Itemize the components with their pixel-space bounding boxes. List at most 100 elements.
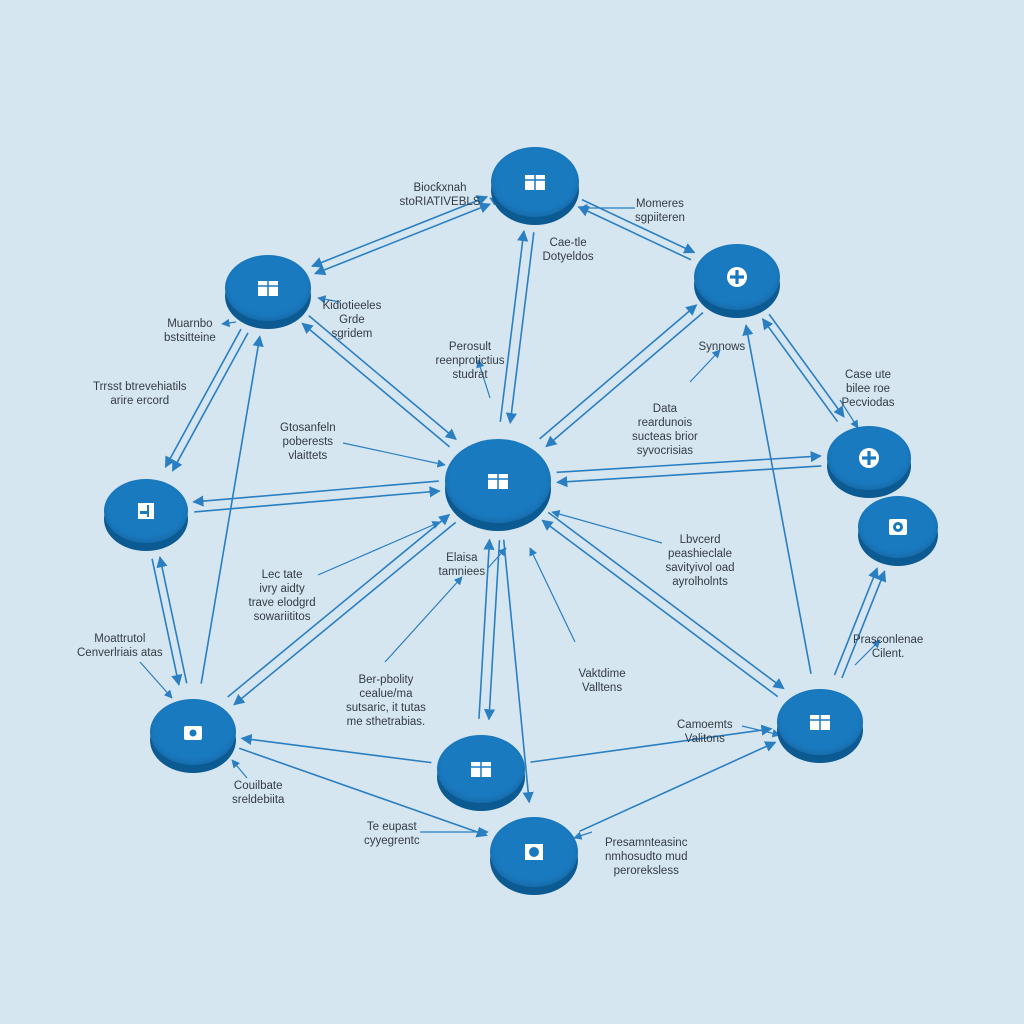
label-line: syvocrisias	[636, 445, 694, 457]
box-icon	[810, 715, 830, 730]
label-line: sgridem	[331, 328, 373, 340]
label-line: bstsitteine	[164, 332, 216, 344]
label-casete: Case ute bilee roe Pecviodas	[842, 368, 895, 410]
label-line: sutsaric, it tutas	[346, 702, 426, 714]
edge-lower-right-far-right	[833, 567, 879, 676]
label-line: sowariititos	[253, 611, 311, 623]
label-elaisa: Elaisa tamniees	[439, 551, 486, 579]
edge-bottom-lower-right	[579, 741, 777, 833]
label-line: Data	[652, 403, 678, 415]
edge-top-center	[505, 232, 535, 425]
label-line: cyyegrentc	[364, 835, 420, 847]
label-line: Valitons	[684, 733, 725, 745]
edge-center-bottom-middle	[483, 540, 501, 721]
label-line: bilee roe	[845, 383, 891, 395]
edge-upper-right-center	[545, 312, 704, 448]
node-top[interactable]	[491, 147, 579, 225]
edge-upper-left-lower-left	[200, 335, 264, 684]
label-line: Case ute	[845, 369, 892, 381]
node-lower-left[interactable]	[150, 699, 236, 773]
label-line: Presamnteasinc	[605, 837, 688, 849]
label-line: poberests	[282, 436, 334, 448]
node-upper-left[interactable]	[225, 255, 311, 329]
label-pointer	[529, 547, 576, 643]
label-line: tamniees	[438, 566, 486, 578]
label-line: sucteas brior	[632, 431, 698, 443]
label-pointer	[342, 442, 446, 468]
label-line: Lbvcerd	[679, 534, 721, 546]
box-icon	[471, 762, 491, 777]
label-camoemts: Camoemts Valitons	[677, 718, 733, 746]
node-upper-right[interactable]	[694, 244, 780, 318]
node-center[interactable]	[445, 439, 551, 531]
box-icon	[525, 175, 545, 190]
edge-upper-right-right	[768, 313, 845, 418]
node-lower-right[interactable]	[777, 689, 863, 763]
node-bottom-middle[interactable]	[437, 735, 525, 811]
label-moattrutol: Moattrutol Cenverlriais atas	[77, 632, 163, 660]
node-far-right[interactable]	[858, 496, 938, 566]
flag-icon	[138, 503, 154, 519]
label-pointer	[384, 576, 463, 663]
edge-upper-right-lower-right	[742, 324, 812, 674]
label-line: stoRIATIVEBLS	[399, 196, 481, 208]
label-line: arire ercord	[110, 395, 170, 407]
edge-lower-left-bottom	[238, 747, 488, 838]
label-expast: Te eupast cyyegrentc	[364, 820, 420, 848]
label-pointer	[487, 547, 507, 569]
label-line: studrat	[452, 369, 488, 381]
edge-top-upper-left	[313, 202, 492, 276]
label-gtosanfeln: Gtosanfeln poberests vlaittets	[280, 421, 336, 463]
edge-center-left	[192, 480, 439, 507]
label-line: Dotyeldos	[542, 251, 594, 263]
label-data: Data reardunois sucteas brior syvocrisias	[632, 402, 698, 458]
edge-top-upper-left	[311, 195, 489, 268]
node-left[interactable]	[104, 479, 188, 551]
label-line: Camoemts	[677, 719, 733, 731]
label-line: Kidiotieeles	[322, 300, 382, 312]
label-prasconlenae: Prasconlenae Cilent.	[853, 633, 923, 661]
box-icon	[488, 474, 508, 489]
label-pointer	[839, 399, 859, 429]
label-vaktdime: Vaktdime Valltens	[579, 667, 626, 695]
label-line: Muarnbo	[167, 318, 213, 330]
plus-icon	[859, 448, 879, 468]
label-trust: Trrsst btrevehiatils arire ercord	[93, 380, 187, 408]
label-perosult: Perosult reenprotictius studrat	[436, 340, 505, 382]
label-line: Vaktdime	[578, 668, 626, 680]
node-bottom[interactable]	[490, 817, 578, 895]
label-line: ivry aidty	[259, 583, 305, 595]
box-icon	[258, 281, 278, 296]
label-line: Cenverlriais atas	[77, 647, 163, 659]
label-line: Biocƙxnah	[413, 182, 467, 194]
label-line: vlaittets	[288, 450, 328, 462]
label-line: Grde	[339, 314, 365, 326]
label-line: Ber-pbolity	[358, 674, 414, 686]
label-couilbate: Couilbate sreldebiita	[232, 779, 284, 807]
label-line: Gtosanfeln	[280, 422, 336, 434]
label-line: trave elodgrd	[248, 597, 316, 609]
label-line: Lec tate	[261, 569, 303, 581]
edge-top-center	[499, 229, 529, 422]
label-line: Cilent.	[871, 648, 905, 660]
edge-upper-right-right	[761, 318, 839, 423]
edge-center-bottom	[502, 539, 534, 804]
edge-center-left	[194, 486, 441, 513]
label-line: Pecviodas	[841, 397, 895, 409]
edge-lower-left-bottom-middle	[240, 733, 432, 764]
label-kidiotieeles: Kidiotieeles Grde sgridem	[323, 299, 382, 341]
label-momeres: Momeres sgpiiteren	[635, 197, 685, 225]
label-pointer	[231, 759, 248, 779]
edge-upper-left-left	[171, 332, 249, 472]
label-pointer	[317, 295, 341, 304]
label-line: reenprotictius	[435, 355, 505, 367]
edge-left-lower-left	[156, 556, 188, 684]
edge-top-upper-right	[577, 206, 692, 261]
node-right[interactable]	[827, 426, 911, 498]
label-line: Cae-tle	[549, 237, 587, 249]
label-caetle: Cae-tle Dotyeldos	[543, 236, 594, 264]
label-line: nmhosudto mud	[605, 851, 688, 863]
label-pointer	[854, 639, 881, 666]
